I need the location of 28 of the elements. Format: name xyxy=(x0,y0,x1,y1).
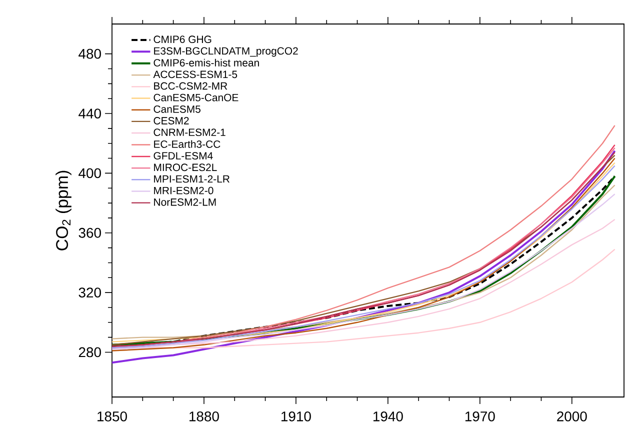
x-tick-label: 1940 xyxy=(373,411,403,422)
y-tick-label: 280 xyxy=(78,347,101,358)
y-tick-label: 440 xyxy=(78,108,101,118)
legend-label: ACCESS-ESM1-5 xyxy=(153,70,238,78)
legend-label: NorESM2-LM xyxy=(154,198,216,206)
y-tick-label: 320 xyxy=(78,288,101,298)
legend-label: CMIP6-emis-hist mean xyxy=(154,58,259,67)
x-tick-label: 2000 xyxy=(557,411,587,422)
y-axis-title: CO$_{2}$ (ppm) xyxy=(56,170,72,250)
legend-label: MRI-ESM2-0 xyxy=(154,186,214,194)
y-tick-label: 480 xyxy=(78,48,101,59)
y-tick-label: 400 xyxy=(78,168,101,178)
legend-label: EC-Earth3-CC xyxy=(154,140,220,148)
legend-label: CanESM5-CanOE xyxy=(154,94,238,102)
y-tick-label: 360 xyxy=(78,228,101,238)
x-tick-label: 1880 xyxy=(190,411,219,422)
legend-label: CNRM-ESM2-1 xyxy=(154,128,226,136)
legend-label: CESM2 xyxy=(154,117,189,124)
legend-label: BCC-CSM2-MR xyxy=(154,82,228,90)
legend-label: CanESM5 xyxy=(154,105,200,113)
legend-label: E3SM-BGCLNDATM_progCO2 xyxy=(154,47,298,57)
legend-label: MIROC-ES2L xyxy=(154,164,217,172)
x-tick-label: 1970 xyxy=(465,411,495,422)
legend-label: MPI-ESM1-2-LR xyxy=(154,175,230,183)
legend-label: CMIP6 GHG xyxy=(154,36,212,44)
legend-label: GFDL-ESM4 xyxy=(154,152,213,160)
x-tick-label: 1910 xyxy=(282,411,311,422)
x-tick-label: 1850 xyxy=(98,411,127,422)
